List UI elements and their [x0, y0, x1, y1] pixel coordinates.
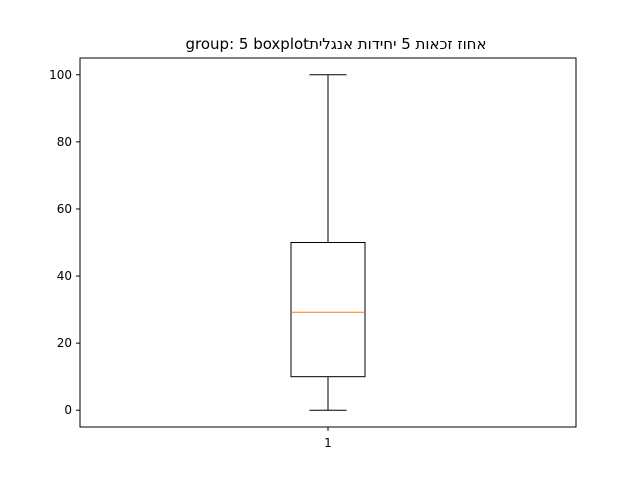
- y-tick-label: 100: [49, 68, 72, 82]
- chart-title: אחוז זכאות 5 יחידות אנגליתgroup: 5 boxpl…: [186, 35, 487, 53]
- y-axis: 0 20 40 60 80 100: [49, 68, 80, 417]
- x-tick-label: 1: [324, 436, 332, 450]
- y-tick-label: 20: [57, 336, 72, 350]
- iqr-box: [290, 242, 366, 378]
- y-tick-label: 0: [64, 403, 72, 417]
- y-tick-label: 40: [57, 269, 72, 283]
- box-group: [290, 74, 366, 411]
- y-tick-label: 60: [57, 202, 72, 216]
- y-tick-label: 80: [57, 135, 72, 149]
- x-axis: 1: [324, 427, 332, 450]
